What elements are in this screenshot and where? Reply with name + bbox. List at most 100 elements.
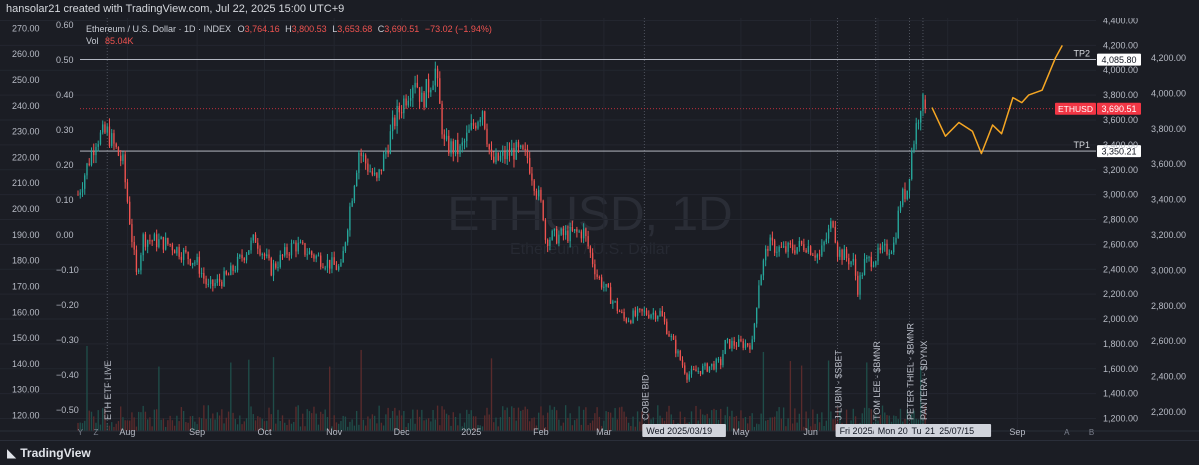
candle-body xyxy=(423,92,425,108)
volume-bar xyxy=(632,416,634,431)
candle-body xyxy=(403,98,405,114)
candle-body xyxy=(791,244,794,251)
volume-bar xyxy=(477,424,479,431)
volume-bar xyxy=(596,407,598,431)
volume-bar xyxy=(818,422,821,431)
volume-bar xyxy=(724,415,726,431)
candle-body xyxy=(236,256,239,271)
candle-body xyxy=(232,265,234,271)
candle-body xyxy=(589,246,592,253)
volume-bar xyxy=(580,424,583,431)
volume-bar xyxy=(807,418,810,431)
candle-body xyxy=(205,278,207,285)
candle-body xyxy=(636,308,639,316)
candle-body xyxy=(263,253,266,257)
candle-body xyxy=(241,254,243,259)
right-axis-1-tick: 1,200.00 xyxy=(1103,414,1138,424)
volume-bar xyxy=(866,362,868,431)
candle-body xyxy=(796,247,798,254)
candle-body xyxy=(250,240,252,251)
candle-body xyxy=(598,276,601,278)
volume-bar xyxy=(564,405,567,431)
volume-bar xyxy=(315,413,317,431)
volume-bar xyxy=(380,422,383,431)
candle-body xyxy=(890,252,893,254)
time-cursor-label: Tue 2025/07/15 xyxy=(911,426,974,436)
candle-body xyxy=(812,254,814,256)
candle-body xyxy=(897,210,899,238)
left-axis-1-tick: 250.00 xyxy=(12,75,40,85)
volume-bar xyxy=(733,416,735,431)
candle-body xyxy=(857,275,859,295)
volume-bar xyxy=(180,407,183,431)
volume-bar xyxy=(414,423,416,431)
volume-bar xyxy=(409,418,412,431)
price-tag-value: 3,690.51 xyxy=(1101,104,1136,114)
volume-bar xyxy=(470,410,472,431)
time-cursor-label: Mon 20 xyxy=(878,426,908,436)
candle-body xyxy=(706,363,708,372)
candle-body xyxy=(666,321,668,335)
candle-body xyxy=(809,246,812,255)
time-axis-tick: Oct xyxy=(258,427,273,437)
volume-bar xyxy=(385,414,387,431)
volume-bar xyxy=(605,411,607,431)
price-chart[interactable]: ETHUSD, 1D Ethereum / U.S. Dollar ETH ET… xyxy=(0,15,1199,440)
candle-body xyxy=(587,236,589,247)
candle-body xyxy=(742,341,744,348)
candle-body xyxy=(243,258,245,261)
candle-body xyxy=(641,308,643,312)
right-axis-1-tick: 1,800.00 xyxy=(1103,339,1138,349)
right-axis-1-tick: 4,200.00 xyxy=(1103,40,1138,50)
candle-body xyxy=(657,316,659,320)
candle-body xyxy=(870,256,872,267)
volume-bar xyxy=(111,422,113,431)
candle-body xyxy=(499,155,502,161)
event-label: J LUBIN - $SBET xyxy=(834,349,844,420)
candle-body xyxy=(711,363,713,367)
candle-body xyxy=(843,249,845,260)
right-axis-1[interactable]: 1,200.00 1,400.00 1,600.00 1,800.00 2,000.00… xyxy=(1103,15,1138,424)
candle-body xyxy=(297,242,299,252)
candle-body xyxy=(567,230,569,242)
candle-body xyxy=(699,370,702,374)
candle-body xyxy=(888,253,890,255)
candle-body xyxy=(484,111,486,129)
volume-bar xyxy=(230,362,232,431)
candle-body xyxy=(558,234,560,244)
candle-body xyxy=(654,312,657,320)
tradingview-logo[interactable]: ◣ TradingView xyxy=(7,446,91,460)
volume-bar xyxy=(702,414,704,431)
candle-body xyxy=(380,169,383,171)
candle-body xyxy=(367,163,369,172)
right-axis-1-tick: 1,400.00 xyxy=(1103,389,1138,399)
time-axis[interactable]: YZAugSepOctNovDec2025FebMarMayJunJulAugS… xyxy=(0,424,1199,437)
chart-area[interactable]: ETHUSD, 1D Ethereum / U.S. Dollar ETH ET… xyxy=(0,15,1199,445)
volume-bar xyxy=(223,423,225,431)
target-lines[interactable]: TP2 4,085.80 TP1 3,350.21 xyxy=(80,49,1141,158)
candle-body xyxy=(771,237,774,241)
left-axis-2-tick: 0.40 xyxy=(56,90,74,100)
right-axis-2[interactable]: 2,200.00 2,400.00 2,600.00 2,800.00 3,000.00… xyxy=(1151,53,1186,417)
candle-body xyxy=(239,254,241,257)
left-axis-2-tick: −0.10 xyxy=(56,265,79,275)
volume-bar xyxy=(553,406,556,431)
left-axis-1-tick: 130.00 xyxy=(12,385,40,395)
volume-bar xyxy=(214,419,216,431)
candle-body xyxy=(113,133,115,144)
volume-bar xyxy=(791,423,794,431)
volume-bar xyxy=(355,410,358,431)
right-axis-1-tick: 2,600.00 xyxy=(1103,239,1138,249)
volume-bar xyxy=(178,421,180,431)
volume-bar xyxy=(257,416,259,431)
volume-bar xyxy=(324,409,326,431)
volume-bar xyxy=(861,413,863,431)
volume-bar xyxy=(160,419,162,431)
candle-body xyxy=(129,201,131,225)
event-label: PANTERA - $DYNX xyxy=(919,341,929,420)
volume-bar xyxy=(421,409,423,431)
candle-body xyxy=(475,125,477,129)
candle-body xyxy=(681,359,684,366)
legend-high-label: H xyxy=(285,24,292,34)
candle-body xyxy=(668,334,670,337)
